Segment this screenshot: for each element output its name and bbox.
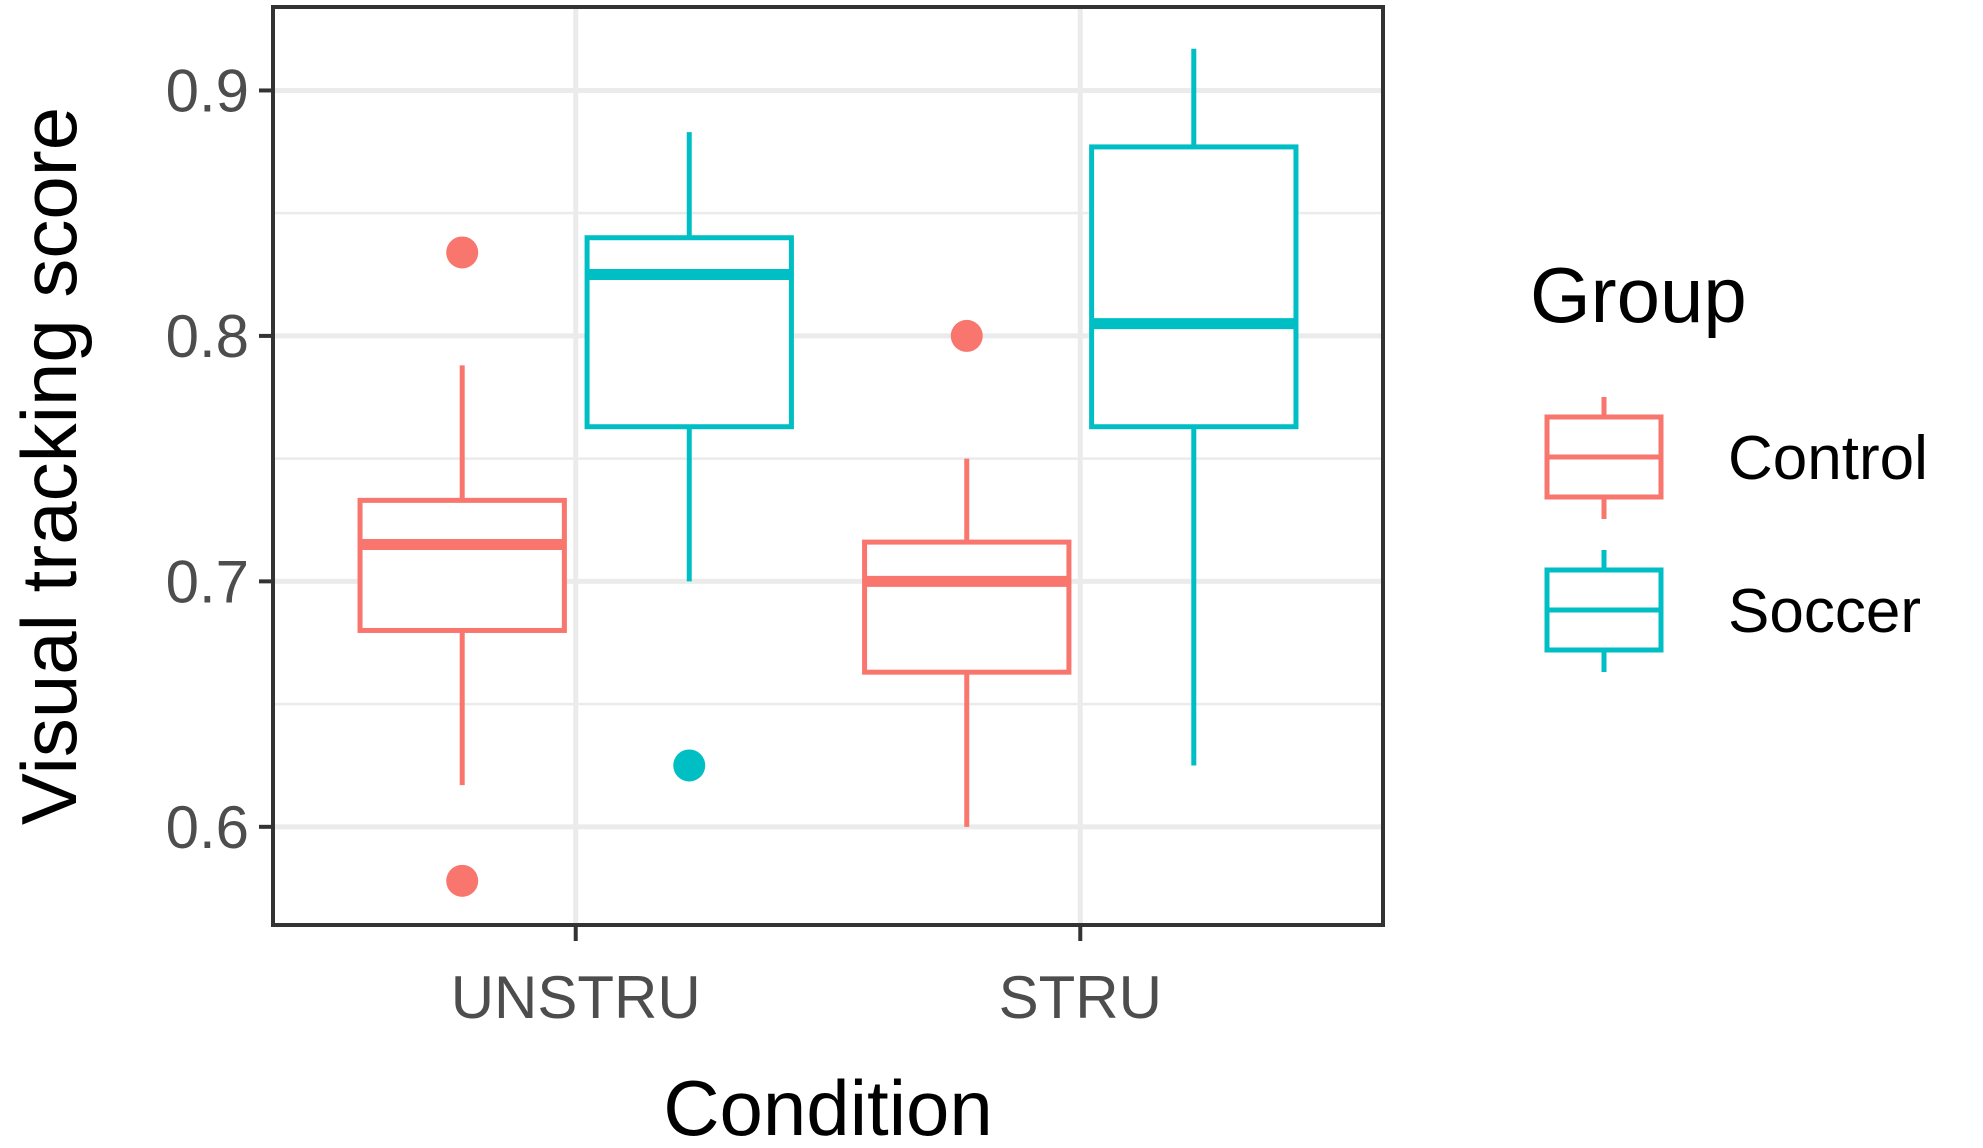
outlier-point <box>446 864 479 897</box>
y-tick-label: 0.9 <box>166 57 249 124</box>
legend-label: Soccer <box>1728 577 1921 646</box>
legend-label: Control <box>1728 424 1928 493</box>
box-soccer-stru <box>1089 48 1299 766</box>
y-axis-title: Visual tracking score <box>5 107 93 825</box>
box-layer <box>357 48 1299 897</box>
x-tick-label: STRU <box>999 964 1162 1031</box>
legend-item-soccer: Soccer <box>1544 550 1921 672</box>
plot-panel-border <box>271 5 1385 927</box>
y-tick-label: 0.8 <box>166 303 249 370</box>
box-control-stru <box>862 319 1072 827</box>
box-iqr <box>584 235 794 430</box>
legend-item-control: Control <box>1544 397 1928 519</box>
outlier-point <box>950 319 983 352</box>
axes: 0.6 0.7 0.8 0.9 UNSTRU STRU <box>166 57 1162 1031</box>
outlier-point <box>673 749 706 782</box>
legend-title: Group <box>1530 251 1747 339</box>
y-tick-label: 0.7 <box>166 548 249 615</box>
box-control-unstru <box>357 236 567 897</box>
legend: Group Control Soccer <box>1530 251 1928 672</box>
box-soccer-unstru <box>584 132 794 782</box>
x-tick-label: UNSTRU <box>451 964 701 1031</box>
outlier-point <box>446 236 479 269</box>
x-axis-title: Condition <box>663 1064 993 1148</box>
box-iqr <box>862 539 1072 675</box>
y-tick-label: 0.6 <box>166 794 249 861</box>
box-iqr <box>1089 144 1299 430</box>
box-iqr <box>357 497 567 633</box>
